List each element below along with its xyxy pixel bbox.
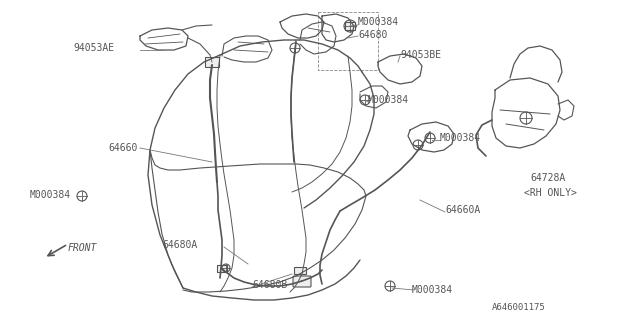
Text: M000384: M000384 [412,285,453,295]
Text: <RH ONLY>: <RH ONLY> [524,188,577,198]
Text: 94053BE: 94053BE [400,50,441,60]
Text: 64660: 64660 [109,143,138,153]
Bar [294,267,306,274]
Text: M000384: M000384 [30,190,71,200]
Bar [205,57,219,67]
FancyBboxPatch shape [293,276,311,287]
Bar [217,265,227,272]
Text: 64680A: 64680A [162,240,197,250]
Text: 64680: 64680 [358,30,387,40]
Text: 64680B: 64680B [252,280,287,290]
Text: M000384: M000384 [440,133,481,143]
Bar [318,12,378,70]
Text: M000384: M000384 [358,17,399,27]
Text: M000384: M000384 [368,95,409,105]
Text: 64728A: 64728A [530,173,565,183]
Bar [345,22,355,30]
Text: 94053AE: 94053AE [74,43,115,53]
Text: A646001175: A646001175 [492,303,546,313]
Text: FRONT: FRONT [68,243,97,253]
Text: 64660A: 64660A [445,205,480,215]
